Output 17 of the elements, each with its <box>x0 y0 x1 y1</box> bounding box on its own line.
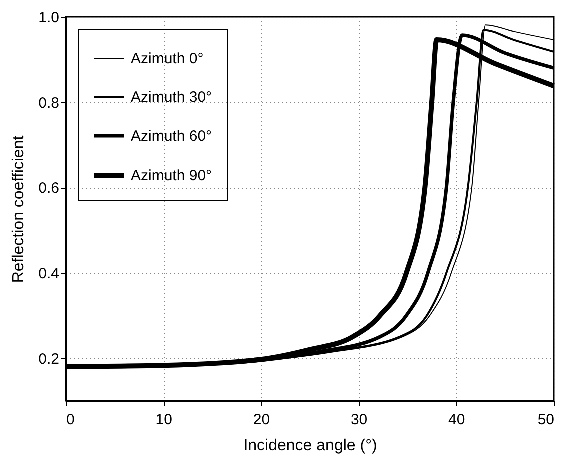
y-tick-label: 0.8 <box>38 94 60 112</box>
y-tick-label: 0.4 <box>38 266 60 282</box>
y-tick-label: 0.2 <box>38 350 60 368</box>
y-axis-title: Reflection coefficient <box>10 135 28 284</box>
x-tick-label: 10 <box>156 412 172 428</box>
x-axis-title: Incidence angle (°) <box>244 438 378 454</box>
x-tick-label: 40 <box>448 412 466 428</box>
legend-label: Azimuth 90° <box>131 168 212 184</box>
x-tick-label: 0 <box>66 412 75 428</box>
x-tick-label: 30 <box>350 412 368 428</box>
legend-label: Azimuth 60° <box>131 128 212 145</box>
y-tick-label: 0.6 <box>38 180 60 198</box>
legend-label: Azimuth 30° <box>131 89 212 106</box>
x-tick-label: 50 <box>538 412 554 428</box>
legend-label: Azimuth 0° <box>131 50 204 68</box>
y-tick-label: 1.0 <box>38 10 60 26</box>
x-tick-label: 20 <box>253 412 270 428</box>
